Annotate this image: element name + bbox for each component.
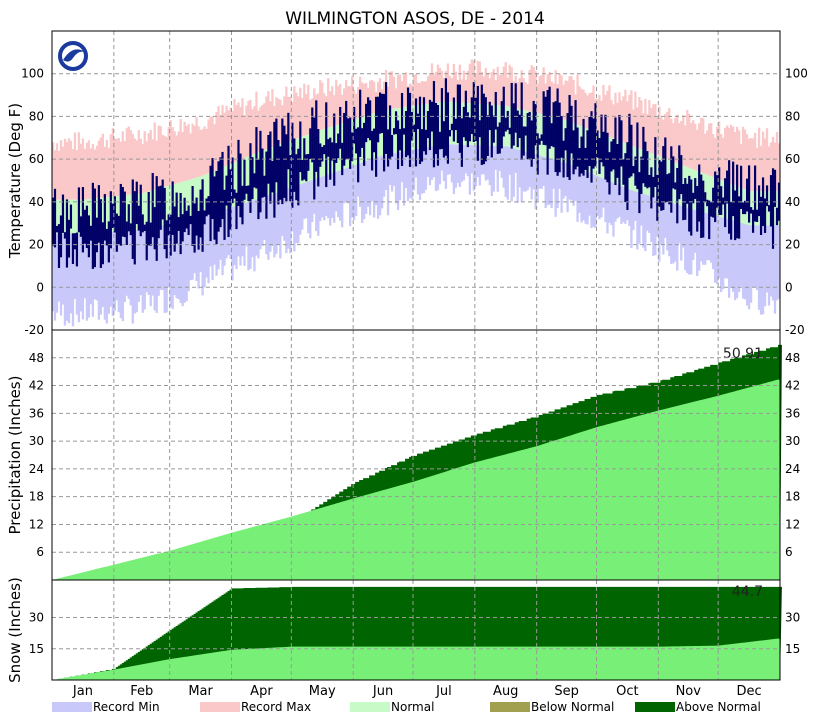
month-label-jul: Jul	[435, 684, 452, 699]
legend-label-record_max: Record Max	[241, 700, 311, 714]
legend-swatch-record_max	[200, 702, 240, 712]
ytick-left-snow-0: 30	[29, 611, 44, 625]
ytick-left-precipitation-0: 48	[29, 351, 44, 365]
month-label-mar: Mar	[188, 684, 213, 699]
ytick-right-temperature-3: 40	[785, 195, 800, 209]
legend-swatch-below_normal	[490, 702, 530, 712]
ytick-right-precipitation-4: 24	[785, 462, 800, 476]
month-label-may: May	[309, 684, 336, 699]
total-label-snow: 44.7	[732, 584, 763, 600]
ytick-right-temperature-2: 60	[785, 152, 800, 166]
ytick-left-snow-1: 15	[29, 642, 44, 656]
normal-area-precipitation	[52, 379, 780, 580]
ytick-left-temperature-1: 80	[29, 109, 44, 123]
panel-snow: 44.7 30 30 15 15 Snow (Inches)	[6, 577, 800, 683]
ytick-right-temperature-6: -20	[785, 323, 805, 337]
ytick-left-temperature-2: 60	[29, 152, 44, 166]
ytick-right-precipitation-7: 6	[785, 545, 793, 559]
ytick-right-temperature-0: 100	[785, 67, 808, 81]
ytick-right-precipitation-2: 36	[785, 406, 800, 420]
month-label-apr: Apr	[250, 684, 273, 699]
ytick-right-temperature-4: 20	[785, 238, 800, 252]
ytick-right-precipitation-3: 30	[785, 434, 800, 448]
month-label-oct: Oct	[616, 684, 638, 699]
panel-temperature: 100 100 80 80 60 60 40 40 20 20 0 0 -20 -20 Temperatur…	[6, 30, 808, 337]
month-label-feb: Feb	[130, 684, 153, 699]
ytick-right-snow-1: 15	[785, 642, 800, 656]
ytick-right-precipitation-6: 12	[785, 517, 800, 531]
ytick-right-precipitation-5: 18	[785, 490, 800, 504]
month-label-aug: Aug	[493, 684, 518, 699]
legend-label-above_normal: Above Normal	[676, 700, 761, 714]
ytick-right-snow-0: 30	[785, 611, 800, 625]
month-label-sep: Sep	[554, 684, 579, 699]
ytick-left-precipitation-6: 12	[29, 517, 44, 531]
legend-label-normal: Normal	[391, 700, 434, 714]
month-label-dec: Dec	[737, 684, 762, 699]
legend-label-record_min: Record Min	[93, 700, 160, 714]
month-label-nov: Nov	[676, 684, 702, 699]
ylabel-precipitation: Precipitation (Inches)	[6, 376, 24, 535]
chart-legend: Record Min Record Max Normal Below Normal Ab…	[52, 700, 761, 714]
ytick-right-precipitation-0: 48	[785, 351, 800, 365]
legend-swatch-normal	[350, 702, 390, 712]
ytick-right-temperature-1: 80	[785, 109, 800, 123]
ytick-left-temperature-4: 20	[29, 238, 44, 252]
ytick-left-temperature-5: 0	[36, 280, 44, 294]
noaa-logo	[56, 39, 90, 73]
ytick-right-precipitation-1: 42	[785, 379, 800, 393]
ytick-right-temperature-5: 0	[785, 280, 793, 294]
total-label-precipitation: 50.91	[723, 346, 763, 362]
legend-label-below_normal: Below Normal	[531, 700, 614, 714]
month-axis: Jan Feb Mar Apr May Jun Jul Aug Sep Oct Nov Dec	[72, 684, 762, 699]
ytick-left-precipitation-2: 36	[29, 406, 44, 420]
ytick-left-precipitation-4: 24	[29, 462, 44, 476]
ytick-left-precipitation-5: 18	[29, 490, 44, 504]
chart-title: WILMINGTON ASOS, DE - 2014	[285, 9, 545, 29]
ytick-left-precipitation-3: 30	[29, 434, 44, 448]
panel-frame-snow	[51, 579, 781, 681]
panel-precipitation: 50.91 48 48 42 42 36 36 30 30 24 24 18 18 12 12 6 6 Preci…	[6, 329, 800, 581]
ylabel-snow: Snow (Inches)	[6, 577, 24, 683]
ytick-left-precipitation-7: 6	[36, 545, 44, 559]
ytick-left-temperature-0: 100	[21, 67, 44, 81]
legend-swatch-above_normal	[635, 702, 675, 712]
ytick-left-precipitation-1: 42	[29, 379, 44, 393]
month-label-jan: Jan	[72, 684, 93, 699]
ytick-left-temperature-3: 40	[29, 195, 44, 209]
ylabel-temperature: Temperature (Deg F)	[6, 103, 24, 259]
chart-panels: 100 100 80 80 60 60 40 40 20 20 0 0 -20 -20 Temperatur…	[6, 30, 808, 683]
month-label-jun: Jun	[372, 684, 393, 699]
ytick-left-temperature-6: -20	[24, 323, 44, 337]
legend-swatch-record_min	[52, 702, 92, 712]
